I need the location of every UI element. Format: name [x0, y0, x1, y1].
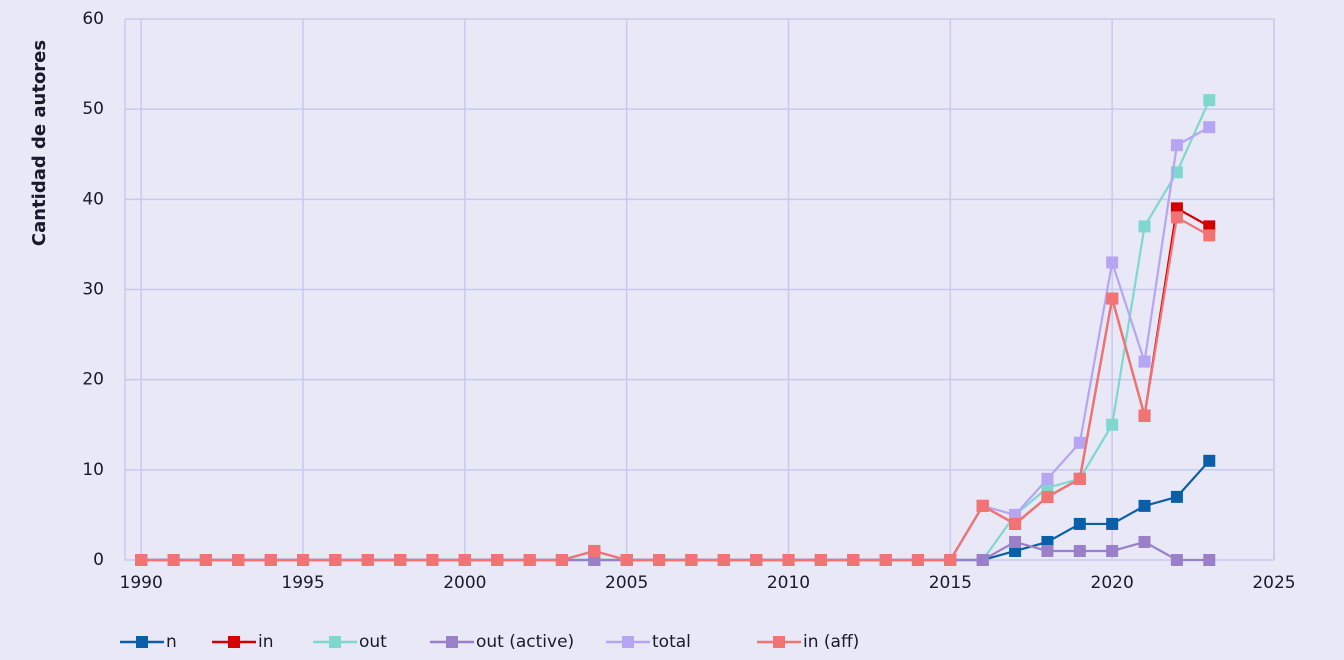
data-point [1170, 490, 1183, 503]
data-point [1041, 535, 1054, 548]
legend-marker [773, 636, 785, 648]
data-point [135, 554, 148, 566]
x-tick-label: 2020 [1091, 573, 1134, 593]
data-point [1203, 454, 1216, 467]
data-point [1138, 220, 1151, 233]
legend-marker [446, 636, 458, 648]
data-point [976, 554, 989, 566]
y-axis-label: Cantidad de autores [29, 40, 50, 246]
legend-marker [329, 636, 341, 648]
legend-label: total [652, 632, 691, 652]
data-point [1203, 554, 1216, 566]
data-point [1203, 94, 1216, 107]
y-tick-label: 10 [82, 460, 104, 480]
series-line [141, 215, 1210, 562]
x-tick-label: 2015 [929, 573, 972, 593]
data-point [1106, 418, 1119, 431]
data-point [1203, 121, 1216, 134]
data-point [555, 554, 568, 566]
data-point [1009, 544, 1022, 557]
data-point [879, 554, 892, 566]
legend-label: out (active) [476, 632, 574, 652]
data-point [1138, 535, 1151, 548]
data-point [1170, 554, 1183, 566]
data-point [1041, 490, 1054, 503]
data-point [1170, 139, 1183, 152]
x-tick-label: 1990 [120, 573, 163, 593]
x-tick-label: 2005 [605, 573, 648, 593]
data-point [1138, 499, 1151, 512]
data-point [297, 554, 310, 566]
data-point [1138, 409, 1151, 422]
data-point [717, 554, 730, 566]
data-point [588, 544, 601, 557]
data-point [167, 554, 180, 566]
legend-label: out [359, 632, 387, 652]
data-point [1009, 535, 1022, 548]
data-point [1041, 481, 1054, 494]
y-tick-label: 0 [93, 550, 104, 570]
data-point [264, 554, 277, 566]
data-point [1138, 355, 1151, 368]
data-point [1203, 220, 1216, 233]
y-tick-label: 40 [82, 189, 104, 209]
data-point [944, 554, 957, 566]
data-point [750, 554, 763, 566]
data-point [523, 554, 536, 566]
data-point [361, 554, 374, 566]
data-point [1041, 544, 1054, 557]
data-point [1073, 517, 1086, 530]
y-tick-label: 20 [82, 370, 104, 390]
legend-marker [136, 636, 148, 648]
x-tick-label: 2010 [767, 573, 810, 593]
data-point [329, 554, 342, 566]
data-point [782, 554, 795, 566]
data-point [426, 554, 439, 566]
data-point [232, 554, 245, 566]
data-point [847, 554, 860, 566]
data-point [911, 554, 924, 566]
y-tick-label: 30 [82, 280, 104, 300]
data-point [1203, 229, 1216, 242]
data-point [1009, 508, 1022, 521]
data-point [685, 554, 698, 566]
legend-marker [622, 636, 634, 648]
data-point [620, 554, 633, 566]
legend-label: n [166, 632, 177, 652]
data-point [976, 499, 989, 512]
legend-marker [228, 636, 240, 648]
data-point [653, 554, 666, 566]
data-point [1106, 292, 1119, 305]
y-tick-label: 60 [82, 9, 104, 29]
data-point [1073, 544, 1086, 557]
data-point [1073, 436, 1086, 449]
data-point [814, 554, 827, 566]
data-point [1106, 517, 1119, 530]
data-point [199, 554, 212, 566]
data-point [491, 554, 504, 566]
data-point [458, 554, 471, 566]
data-point [1073, 472, 1086, 485]
data-point [394, 554, 407, 566]
legend-label: in [258, 632, 274, 652]
y-tick-label: 50 [82, 99, 104, 119]
data-point [1106, 256, 1119, 269]
data-point [1041, 472, 1054, 485]
x-tick-label: 1995 [281, 573, 324, 593]
data-point [1170, 202, 1183, 215]
x-tick-label: 2000 [443, 573, 486, 593]
data-point [1106, 544, 1119, 557]
data-point [1009, 517, 1022, 530]
data-point [1170, 211, 1183, 224]
legend-label: in (aff) [803, 632, 859, 652]
data-point [588, 554, 601, 566]
x-tick-label: 2025 [1252, 573, 1295, 593]
